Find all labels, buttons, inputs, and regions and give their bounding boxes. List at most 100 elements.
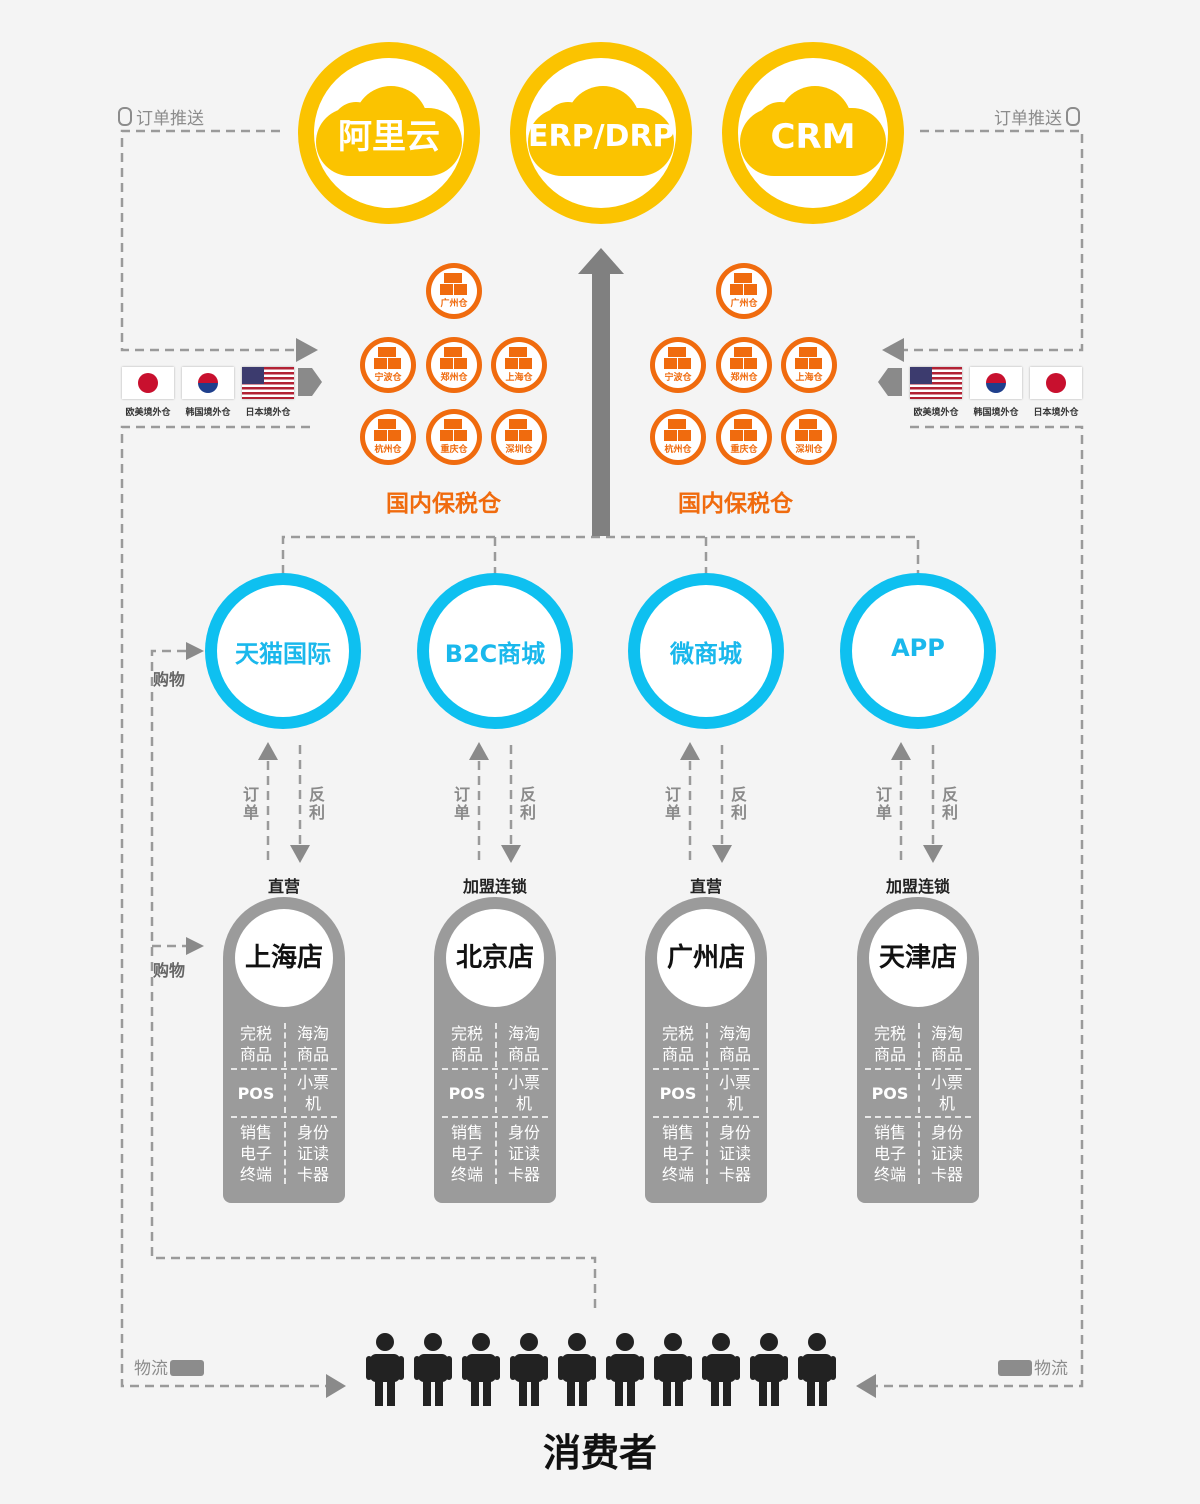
warehouse-node: 上海仓 (781, 337, 837, 393)
store-card: 广州店 完税商品 海淘商品 POS 小票机 销售电子终端 身份证读卡器 (645, 897, 767, 1203)
warehouse-node: 深圳仓 (491, 409, 547, 465)
warehouse-node: 广州仓 (426, 263, 482, 319)
box-icon (795, 347, 823, 369)
rebate-label: 反利 (519, 785, 536, 822)
person-icon (366, 1332, 404, 1406)
warehouse-node: 杭州仓 (650, 409, 706, 465)
warehouse-name: 郑州仓 (440, 373, 468, 383)
mouse-icon (118, 107, 132, 126)
store-cell: POS (871, 1084, 909, 1103)
warehouse-name: 郑州仓 (730, 373, 758, 383)
store-card: 天津店完税商品 海淘商品 POS 小票机 销售电子终端 身份证读卡器 (857, 897, 979, 1203)
store-cell: 小票机 (296, 1073, 329, 1113)
warehouse-name: 宁波仓 (374, 373, 402, 383)
store-cell: 身份证读卡器 (718, 1123, 751, 1184)
crm-node: CRM (722, 42, 904, 224)
overseas-label: 日本境外仓 (1033, 408, 1079, 418)
order-push-right: 订单推送 (994, 104, 1080, 129)
person-icon (606, 1332, 644, 1406)
overseas-label: 欧美境外仓 (913, 408, 959, 418)
person-icon (798, 1332, 836, 1406)
overseas-label: 韩国境外仓 (973, 408, 1019, 418)
order-push-left: 订单推送 (118, 104, 204, 129)
store-cell: 完税商品 (239, 1024, 272, 1064)
rebate-label: 反利 (941, 785, 958, 822)
box-icon (664, 419, 692, 441)
store-type-label: 加盟连锁 (462, 877, 527, 896)
store-card: 上海店 完税商品 海淘商品 POS 小票机 销售电子终端 身份证读卡器 (223, 897, 345, 1203)
store-cell: 身份证读卡器 (296, 1123, 329, 1184)
warehouse-node: 郑州仓 (716, 337, 772, 393)
store-cell: 完税商品 (873, 1024, 906, 1064)
erp-drp-label: ERP/DRP (528, 119, 675, 154)
aliyun-label: 阿里云 (338, 117, 440, 157)
person-icon (510, 1332, 548, 1406)
warehouse-name: 广州仓 (730, 299, 758, 309)
warehouse-node: 广州仓 (716, 263, 772, 319)
logistics-left: 物流 (134, 1354, 204, 1379)
warehouse-node: 杭州仓 (360, 409, 416, 465)
store-cell: POS (237, 1084, 275, 1103)
warehouse-name: 上海仓 (505, 373, 533, 383)
warehouse-node: 深圳仓 (781, 409, 837, 465)
store-cell: 身份证读卡器 (930, 1123, 963, 1184)
erp-drp-node: ERP/DRP (510, 42, 692, 224)
rebate-label: 反利 (308, 785, 325, 822)
store-cell: 小票机 (930, 1073, 963, 1113)
usa-flag-icon (242, 367, 294, 399)
warehouse-node: 宁波仓 (650, 337, 706, 393)
warehouse-node: 重庆仓 (716, 409, 772, 465)
store-card: 北京店 完税商品 海淘商品 POS 小票机 销售电子终端 身份证读卡器 (434, 897, 556, 1203)
store-name: 北京店 (455, 943, 534, 973)
box-icon (505, 419, 533, 441)
bonded-label-right: 国内保税仓 (678, 491, 793, 517)
store-name: 上海店 (244, 943, 323, 973)
store-cell: 海淘商品 (930, 1024, 963, 1064)
logistics-right: 物流 (998, 1354, 1068, 1379)
overseas-label: 欧美境外仓 (125, 408, 171, 418)
store-cell: POS (448, 1084, 486, 1103)
platform-app: APP (840, 573, 996, 729)
rebate-label: 反利 (730, 785, 747, 822)
warehouse-node: 重庆仓 (426, 409, 482, 465)
warehouse-name: 杭州仓 (374, 445, 402, 455)
consumer-label: 消费者 (542, 1431, 657, 1475)
warehouse-name: 深圳仓 (795, 445, 823, 455)
order-label: 订单 (242, 785, 259, 822)
warehouse-name: 广州仓 (440, 299, 468, 309)
store-cell: 销售电子终端 (873, 1123, 906, 1184)
overseas-label: 韩国境外仓 (185, 408, 231, 418)
usa-flag-icon (910, 367, 962, 399)
store-cell: POS (659, 1084, 697, 1103)
store-cell: 完税商品 (661, 1024, 694, 1064)
store-cell: 身份证读卡器 (507, 1123, 540, 1184)
bonded-label-left: 国内保税仓 (386, 491, 501, 517)
store-cell: 海淘商品 (296, 1024, 329, 1064)
korea-flag-icon (970, 367, 1022, 399)
warehouse-name: 上海仓 (795, 373, 823, 383)
warehouse-name: 宁波仓 (664, 373, 692, 383)
box-icon (730, 347, 758, 369)
store-name: 广州店 (666, 943, 745, 973)
box-icon (664, 347, 692, 369)
store-cell: 销售电子终端 (450, 1123, 483, 1184)
box-icon (505, 347, 533, 369)
warehouse-name: 重庆仓 (440, 445, 468, 455)
mouse-icon (1066, 107, 1080, 126)
warehouse-node: 上海仓 (491, 337, 547, 393)
store-type-label: 加盟连锁 (885, 877, 950, 896)
store-cell: 海淘商品 (718, 1024, 751, 1064)
aliyun-node: 阿里云 (298, 42, 480, 224)
person-icon (750, 1332, 788, 1406)
korea-flag-icon (182, 367, 234, 399)
box-icon (440, 273, 468, 295)
store-cell: 销售电子终端 (661, 1123, 694, 1184)
person-icon (702, 1332, 740, 1406)
warehouse-node: 宁波仓 (360, 337, 416, 393)
box-icon (440, 419, 468, 441)
store-cell: 完税商品 (450, 1024, 483, 1064)
truck-icon (170, 1360, 204, 1376)
warehouse-name: 深圳仓 (505, 445, 533, 455)
store-name: 天津店 (878, 943, 957, 973)
